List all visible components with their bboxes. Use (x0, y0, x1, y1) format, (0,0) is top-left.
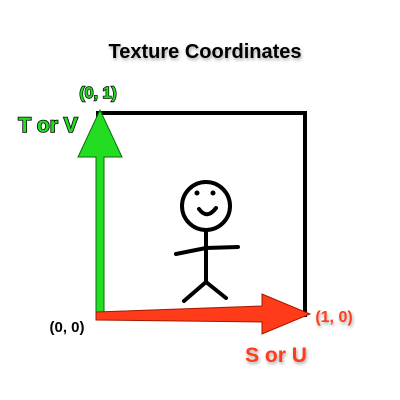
top-left-coordinate-label: (0, 1) (79, 85, 116, 102)
diagram-title: Texture Coordinates (109, 41, 302, 63)
figure-eye-right (211, 191, 216, 196)
horizontal-axis-arrow (96, 294, 310, 334)
origin-coordinate-label: (0, 0) (49, 319, 84, 336)
stick-figure-icon (176, 182, 238, 301)
horizontal-axis-label: S or U (245, 344, 307, 367)
figure-head (182, 182, 230, 230)
vertical-axis-label: T or V (18, 114, 78, 137)
bottom-right-coordinate-label: (1, 0) (315, 309, 352, 326)
horizontal-axis-arrow-shape (96, 294, 310, 334)
figure-legs (184, 282, 226, 301)
vertical-axis-arrow-shape (78, 110, 122, 318)
vertical-axis-arrow (78, 110, 122, 318)
figure-eye-left (195, 191, 200, 196)
figure-smile (199, 208, 216, 214)
